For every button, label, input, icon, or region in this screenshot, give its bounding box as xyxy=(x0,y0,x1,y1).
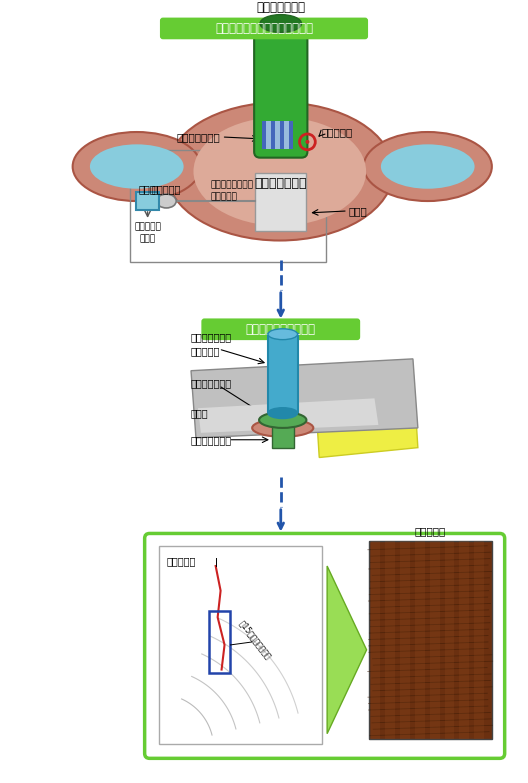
FancyBboxPatch shape xyxy=(254,23,307,157)
Bar xyxy=(445,541,455,738)
Text: 排水槽: 排水槽 xyxy=(349,206,367,216)
Text: 原子炉格納容器: 原子炉格納容器 xyxy=(254,177,307,189)
Bar xyxy=(275,121,280,149)
Bar xyxy=(159,547,322,744)
Bar xyxy=(415,541,425,738)
FancyBboxPatch shape xyxy=(145,533,505,759)
Ellipse shape xyxy=(90,144,184,189)
Bar xyxy=(271,121,275,149)
Ellipse shape xyxy=(259,412,306,428)
Bar xyxy=(255,174,306,231)
Bar xyxy=(267,121,271,149)
FancyBboxPatch shape xyxy=(136,192,159,210)
Ellipse shape xyxy=(268,329,298,340)
Text: 溶接部: 溶接部 xyxy=(191,408,209,418)
Text: 原子炉圧力容器: 原子炉圧力容器 xyxy=(256,1,305,13)
Text: 制御棒駆動機構
ハウジング: 制御棒駆動機構 ハウジング xyxy=(191,333,232,355)
Bar xyxy=(268,334,298,413)
Bar xyxy=(289,121,293,149)
Ellipse shape xyxy=(193,117,366,226)
Text: 水漏れの箇所と漏れた水の処理: 水漏れの箇所と漏れた水の処理 xyxy=(215,22,313,35)
Bar xyxy=(262,121,267,149)
Bar xyxy=(371,541,380,738)
FancyBboxPatch shape xyxy=(201,319,360,340)
Bar xyxy=(474,541,484,738)
Text: 制御棒駆動機構: 制御棒駆動機構 xyxy=(177,132,221,142)
Bar xyxy=(400,541,410,738)
Bar xyxy=(209,612,230,673)
Ellipse shape xyxy=(156,194,176,208)
Ellipse shape xyxy=(260,15,301,32)
Text: き裂の長さ: き裂の長さ xyxy=(166,556,196,566)
Text: 発電所内で
再利用: 発電所内で 再利用 xyxy=(134,222,161,244)
Polygon shape xyxy=(191,359,418,438)
Polygon shape xyxy=(198,399,379,433)
Text: フィルター: フィルター xyxy=(152,184,181,194)
Circle shape xyxy=(305,140,309,144)
Text: 約15センチメートル: 約15センチメートル xyxy=(237,619,273,661)
Ellipse shape xyxy=(73,132,201,201)
Ellipse shape xyxy=(268,408,298,419)
FancyBboxPatch shape xyxy=(272,426,294,448)
Ellipse shape xyxy=(381,144,475,189)
Ellipse shape xyxy=(364,132,492,201)
Text: タンク: タンク xyxy=(139,184,156,194)
Bar xyxy=(284,121,289,149)
Bar xyxy=(385,541,395,738)
Ellipse shape xyxy=(166,103,393,240)
Text: 原子炉圧力容器: 原子炉圧力容器 xyxy=(191,435,232,445)
Text: 水漏れ箇所: 水漏れ箇所 xyxy=(321,127,353,137)
FancyBboxPatch shape xyxy=(160,17,368,39)
Bar xyxy=(459,541,469,738)
Polygon shape xyxy=(314,369,418,457)
Text: 水漏れ箇所の特定状況: 水漏れ箇所の特定状況 xyxy=(246,323,316,336)
Bar xyxy=(280,121,284,149)
Text: き裂の写真: き裂の写真 xyxy=(414,526,445,536)
Ellipse shape xyxy=(252,419,313,437)
Text: 通常の運転により
発生する水: 通常の運転により 発生する水 xyxy=(211,181,254,201)
Text: スタブチューブ: スタブチューブ xyxy=(191,378,232,388)
Bar xyxy=(369,541,492,738)
Bar xyxy=(430,541,440,738)
Polygon shape xyxy=(327,566,366,734)
